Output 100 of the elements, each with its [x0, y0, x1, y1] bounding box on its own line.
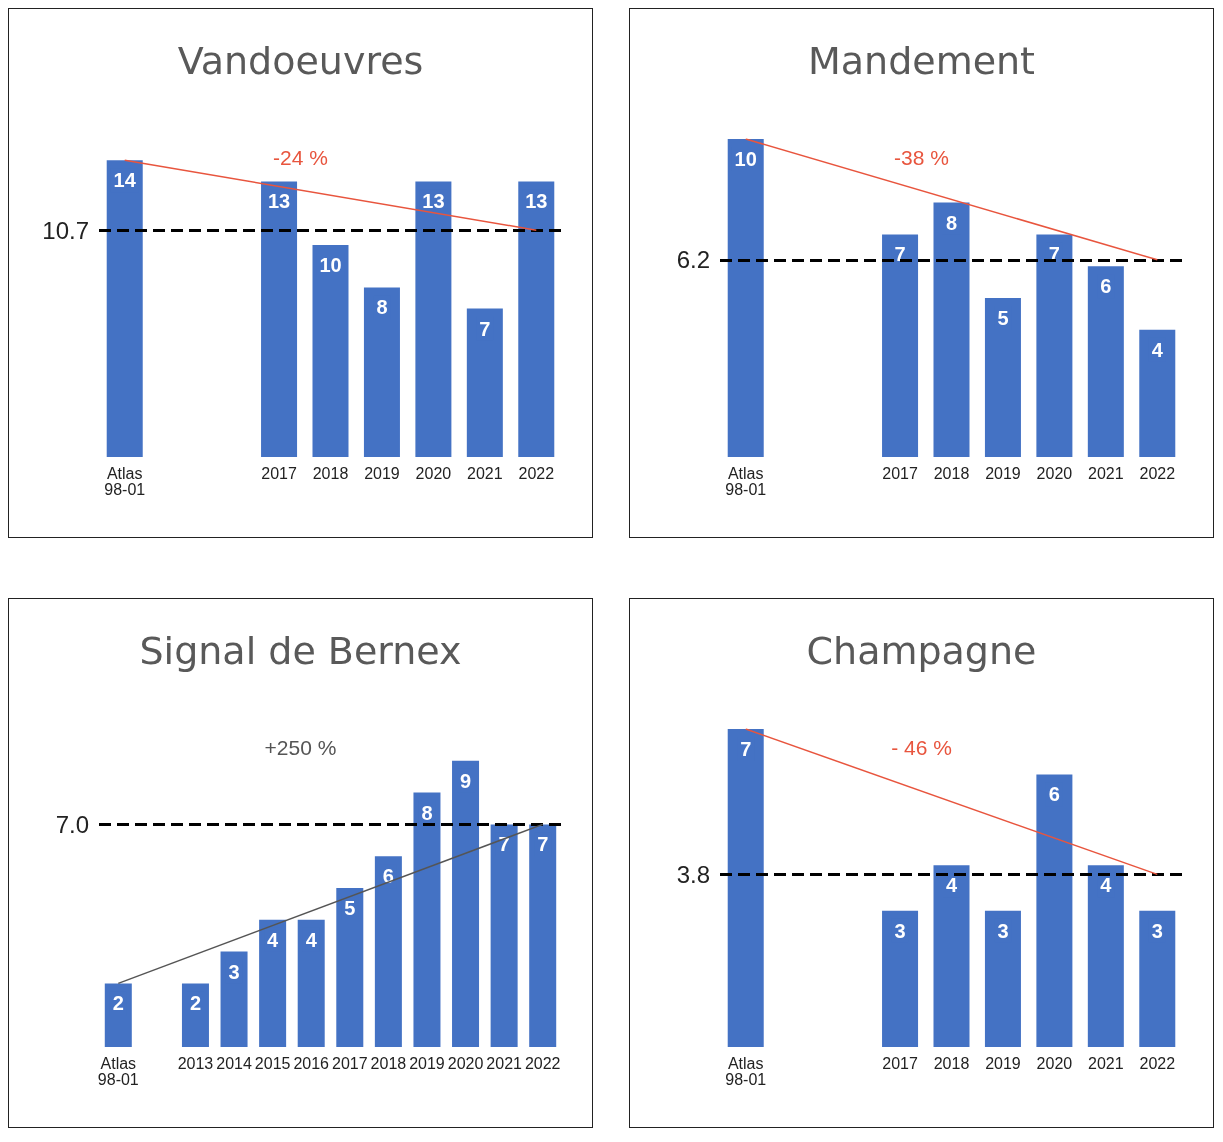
bar — [297, 919, 325, 1047]
data-label: 3 — [894, 919, 906, 942]
x-tick-label: 2020 — [447, 1054, 484, 1072]
bar — [452, 760, 480, 1047]
data-label: 7 — [479, 317, 491, 340]
data-label: 7 — [894, 243, 906, 266]
bar — [1036, 234, 1073, 457]
data-label: 7 — [537, 833, 549, 856]
x-tick-label: 2017 — [882, 1054, 918, 1072]
bar — [261, 181, 298, 457]
data-label: 6 — [1048, 783, 1060, 806]
chart-title: Vandoeuvres — [177, 39, 424, 83]
x-tick-label: 2018 — [933, 1054, 970, 1072]
x-tick-label: 2022 — [1139, 1054, 1176, 1072]
data-label: 8 — [376, 296, 388, 319]
annotation: -38 % — [894, 146, 949, 169]
x-tick-label: 2020 — [1036, 464, 1073, 482]
bar — [466, 308, 503, 457]
bar — [1087, 865, 1124, 1047]
data-label: 4 — [945, 874, 958, 897]
data-label: 8 — [945, 211, 958, 234]
annotation: - 46 % — [891, 736, 952, 759]
x-tick-label: 2022 — [524, 1054, 561, 1072]
ref-line-label: 3.8 — [676, 860, 710, 888]
x-tick-label: Atlas 98-01 — [725, 1054, 767, 1088]
x-tick-label: 2020 — [415, 464, 452, 482]
data-label: 14 — [113, 169, 137, 192]
x-tick-label: 2022 — [518, 464, 555, 482]
ref-line-label: 10.7 — [42, 216, 89, 244]
bar — [984, 910, 1021, 1047]
annotation: -24 % — [273, 146, 328, 169]
x-tick-label: 2016 — [293, 1054, 330, 1072]
bar — [518, 181, 555, 457]
ref-line-label: 7.0 — [55, 810, 89, 838]
data-label: 5 — [997, 307, 1009, 329]
x-tick-label: Atlas 98-01 — [725, 464, 767, 498]
bar — [933, 865, 970, 1047]
data-label: 5 — [344, 897, 356, 919]
data-label: 4 — [1100, 874, 1113, 897]
bar — [259, 919, 287, 1047]
bar — [727, 139, 764, 457]
data-label: 3 — [228, 960, 240, 983]
bar — [529, 824, 557, 1047]
chart-title: Mandement — [807, 39, 1036, 83]
ref-line-label: 6.2 — [676, 246, 710, 274]
x-tick-label: 2021 — [467, 464, 503, 482]
data-label: 4 — [1151, 338, 1164, 361]
bar — [933, 202, 970, 457]
text: +250 % — [264, 736, 337, 759]
bar — [363, 287, 400, 457]
data-label: 13 — [525, 190, 548, 213]
x-tick-label: Atlas 98-01 — [104, 464, 146, 498]
chart-title: Signal de Bernex — [139, 629, 462, 673]
bar — [413, 792, 441, 1047]
chart-title: Champagne — [806, 629, 1037, 673]
bar — [882, 910, 919, 1047]
x-tick-label: 2019 — [409, 1054, 445, 1072]
data-label: 3 — [997, 919, 1009, 942]
data-label: 4 — [305, 928, 318, 951]
data-label: 4 — [267, 928, 280, 951]
x-tick-label: 2021 — [1088, 464, 1124, 482]
bar — [415, 181, 452, 457]
data-label: 6 — [1100, 275, 1112, 298]
bar — [1036, 774, 1073, 1047]
bar — [984, 298, 1021, 457]
x-tick-label: 2015 — [254, 1054, 291, 1072]
bar — [374, 856, 402, 1047]
x-tick-label: 2018 — [933, 464, 970, 482]
bar — [1139, 910, 1176, 1047]
data-label: 10 — [319, 254, 342, 276]
x-tick-label: 2019 — [364, 464, 400, 482]
data-label: 8 — [421, 801, 433, 824]
data-label: 2 — [189, 992, 202, 1015]
data-label: 13 — [267, 190, 291, 213]
x-tick-label: 2020 — [1036, 1054, 1073, 1072]
data-label: 7 — [740, 738, 752, 760]
x-tick-label: 2018 — [312, 464, 349, 482]
data-label: 10 — [734, 148, 757, 170]
data-label: 13 — [422, 190, 445, 213]
bar — [336, 888, 364, 1047]
x-tick-label: 2018 — [370, 1054, 407, 1072]
bar — [1087, 266, 1124, 457]
data-label: 3 — [1151, 919, 1163, 942]
x-tick-label: 2017 — [261, 464, 297, 482]
x-tick-label: 2013 — [177, 1054, 214, 1072]
bar — [106, 160, 143, 457]
x-tick-label: 2021 — [486, 1054, 523, 1072]
bar — [1139, 329, 1176, 457]
data-label: 9 — [459, 769, 472, 792]
x-tick-label: 2019 — [985, 1054, 1021, 1072]
x-tick-label: Atlas 98-01 — [97, 1054, 139, 1088]
x-tick-label: 2021 — [1088, 1054, 1124, 1072]
x-tick-label: 2019 — [985, 464, 1021, 482]
x-tick-label: 2017 — [882, 464, 918, 482]
data-label: 2 — [112, 992, 124, 1015]
x-tick-label: 2017 — [331, 1054, 368, 1072]
bar — [490, 824, 518, 1047]
bar — [727, 729, 764, 1047]
x-tick-label: 2014 — [216, 1054, 252, 1072]
bar — [312, 245, 349, 457]
